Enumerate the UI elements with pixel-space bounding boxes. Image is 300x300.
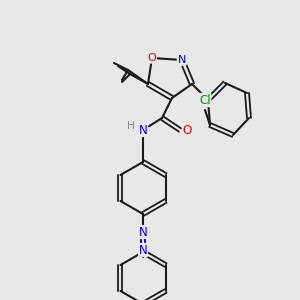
- Text: N: N: [139, 226, 147, 238]
- Text: N: N: [139, 124, 147, 136]
- Text: N: N: [139, 244, 147, 256]
- Text: O: O: [182, 124, 192, 136]
- Text: CH₃: CH₃: [116, 64, 119, 65]
- Text: H: H: [127, 121, 135, 131]
- Text: N: N: [178, 55, 186, 65]
- Text: O: O: [148, 53, 156, 63]
- Text: Cl: Cl: [199, 94, 211, 106]
